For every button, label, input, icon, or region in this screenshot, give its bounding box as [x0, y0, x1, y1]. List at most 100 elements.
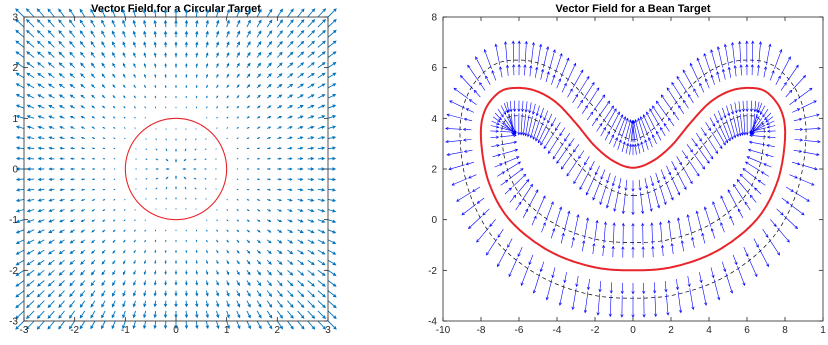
field-arrow [476, 197, 485, 204]
field-arrow [216, 19, 220, 28]
field-arrow [102, 219, 106, 222]
field-arrow [112, 290, 116, 297]
field-arrow [90, 310, 96, 319]
field-arrow [58, 269, 65, 276]
field-arrow [163, 8, 168, 18]
field-arrow [610, 111, 620, 130]
field-arrow [287, 209, 293, 212]
field-arrow [476, 227, 489, 243]
field-arrow [174, 73, 178, 78]
field-arrow [143, 280, 147, 286]
field-arrow [216, 219, 218, 222]
field-arrow [133, 239, 136, 243]
field-arrow [700, 127, 707, 137]
field-arrow [174, 260, 178, 265]
field-arrow [682, 166, 693, 185]
field-arrow [36, 29, 45, 38]
field-arrow [691, 236, 695, 248]
field-arrow [614, 114, 624, 134]
field-arrow [236, 300, 241, 308]
field-arrow [307, 94, 315, 99]
bean-xtick-label: 8 [782, 325, 788, 336]
field-arrow [605, 187, 613, 209]
field-arrow [154, 84, 157, 88]
field-arrow [111, 8, 116, 18]
field-arrow [712, 201, 721, 222]
field-arrow [80, 188, 85, 191]
field-arrow [297, 136, 304, 140]
field-arrow [90, 30, 96, 38]
field-arrow [69, 290, 76, 298]
field-arrow [15, 146, 25, 150]
field-arrow [267, 126, 272, 129]
field-arrow [144, 84, 147, 89]
field-arrow [47, 40, 55, 48]
field-arrow [47, 83, 55, 89]
field-arrow [266, 83, 272, 89]
field-arrow [15, 125, 25, 129]
field-arrow [317, 310, 326, 319]
field-arrow [519, 113, 523, 136]
field-arrow [123, 229, 126, 233]
field-arrow [791, 161, 801, 166]
field-arrow [491, 120, 500, 125]
field-arrow [317, 125, 326, 129]
field-arrow [718, 124, 729, 144]
field-arrow [216, 320, 220, 330]
field-arrow [90, 259, 96, 265]
field-arrow [660, 169, 666, 180]
field-arrow [102, 126, 106, 129]
field-arrow [710, 227, 716, 239]
field-arrow [79, 320, 86, 330]
field-arrow [513, 113, 517, 136]
field-arrow [641, 246, 645, 258]
field-arrow [276, 51, 283, 58]
field-arrow [26, 177, 35, 182]
field-arrow [693, 153, 706, 170]
field-arrow [541, 222, 546, 233]
field-arrow [479, 81, 486, 91]
field-arrow [15, 249, 25, 255]
field-arrow [174, 30, 178, 38]
field-arrow [15, 229, 25, 234]
field-arrow [184, 8, 189, 18]
field-arrow [606, 108, 617, 127]
field-arrow [256, 310, 262, 319]
field-arrow [246, 147, 250, 150]
field-arrow [153, 52, 157, 58]
field-arrow [226, 8, 230, 18]
field-arrow [327, 8, 337, 18]
field-arrow [585, 176, 595, 196]
field-arrow [287, 259, 294, 265]
field-arrow [132, 19, 136, 28]
bean-target-curve [479, 86, 787, 272]
field-arrow [777, 227, 790, 243]
field-arrow [215, 41, 220, 48]
field-arrow [37, 83, 45, 89]
field-arrow [132, 300, 137, 308]
field-arrow [164, 41, 168, 48]
field-arrow [763, 163, 772, 168]
field-arrow [550, 117, 557, 127]
bean-ytick-label: 6 [431, 63, 437, 74]
field-arrow [297, 177, 304, 181]
field-arrow [144, 249, 147, 254]
field-arrow [58, 83, 65, 89]
field-arrow [521, 100, 525, 113]
field-arrow [520, 266, 529, 287]
field-arrow [122, 300, 126, 308]
field-arrow [47, 310, 55, 319]
field-arrow [608, 294, 612, 318]
field-arrow [287, 94, 294, 99]
field-arrow [266, 290, 273, 298]
field-arrow [226, 270, 230, 276]
field-arrow [317, 320, 327, 330]
field-arrow [195, 30, 199, 38]
field-arrow [667, 219, 672, 242]
field-arrow [266, 8, 273, 18]
field-arrow [277, 259, 283, 265]
field-arrow [785, 186, 794, 192]
field-arrow [193, 177, 197, 180]
field-arrow [58, 259, 65, 265]
field-arrow [15, 198, 25, 203]
